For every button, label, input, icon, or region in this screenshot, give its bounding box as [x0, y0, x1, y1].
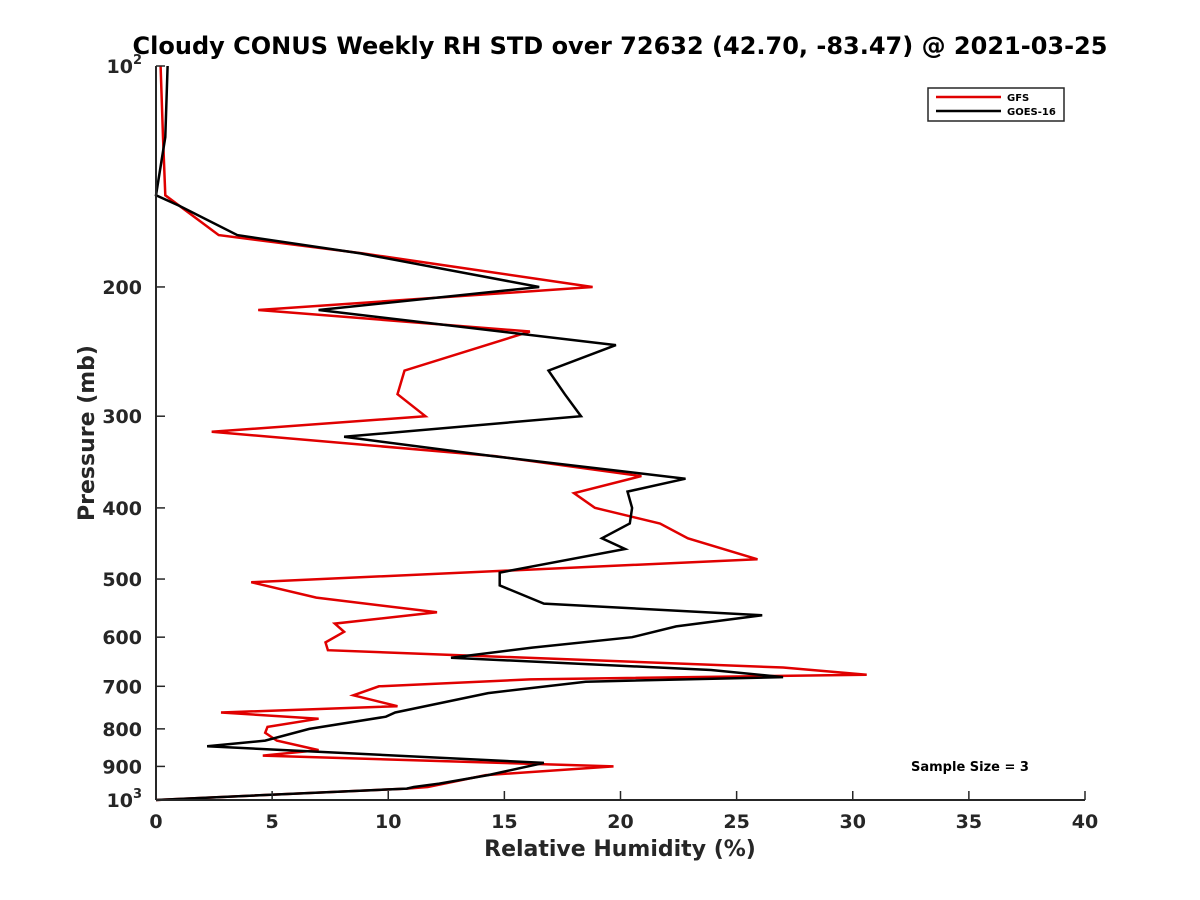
y-ticks: 102 200 300 400 500 600 700 800 900 103	[102, 53, 165, 812]
y-tick-label: 103	[107, 787, 143, 812]
legend-label-goes16: GOES-16	[1007, 107, 1056, 118]
x-tick-label: 15	[491, 811, 517, 833]
x-tick-label: 35	[956, 811, 982, 833]
sample-size-annotation: Sample Size = 3	[911, 760, 1029, 775]
y-tick-label: 300	[102, 406, 142, 428]
y-axis-label: Pressure (mb)	[75, 345, 100, 521]
x-tick-label: 0	[149, 811, 162, 833]
axes	[155, 66, 1085, 801]
x-tick-label: 40	[1072, 811, 1098, 833]
legend: GFS GOES-16	[927, 87, 1065, 122]
y-tick-label: 900	[102, 756, 142, 778]
x-tick-label: 30	[840, 811, 866, 833]
y-tick-label: 400	[102, 498, 142, 520]
x-ticks: 0 5 10 15 20 25 30 35 40	[149, 791, 1098, 833]
x-tick-label: 10	[375, 811, 401, 833]
chart-title: Cloudy CONUS Weekly RH STD over 72632 (4…	[133, 32, 1108, 60]
legend-label-gfs: GFS	[1007, 93, 1029, 104]
series-line-goes16	[154, 65, 784, 802]
x-tick-label: 20	[607, 811, 633, 833]
y-tick-label: 200	[102, 277, 142, 299]
legend-box	[927, 87, 1065, 122]
y-tick-label: 600	[102, 627, 142, 649]
x-tick-label: 5	[266, 811, 279, 833]
y-tick-label: 102	[107, 53, 143, 78]
x-tick-label: 25	[723, 811, 749, 833]
plot-lines	[154, 65, 867, 802]
y-tick-label: 700	[102, 676, 142, 698]
y-tick-label: 500	[102, 569, 142, 591]
x-axis-label: Relative Humidity (%)	[484, 837, 756, 862]
y-tick-label: 800	[102, 719, 142, 741]
